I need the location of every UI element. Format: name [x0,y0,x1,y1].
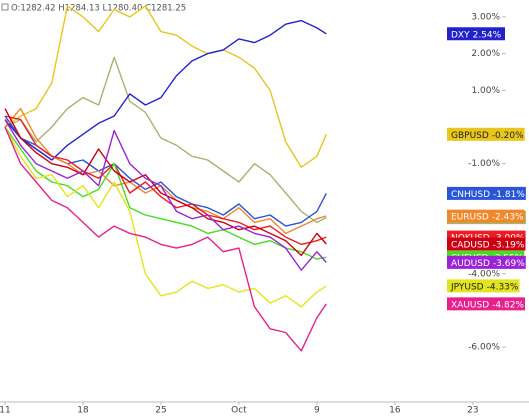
series-line [4,56,327,224]
ohlc-header: O:1282.42 H1284.13 L1280.40 C1281.25 [11,4,186,14]
legend-tag: CNHUSD -1.81% [447,186,526,200]
legend-tag-text: EURUSD -2.43% [451,212,524,222]
series-line [4,108,327,257]
legend-name: AUDUSD [451,258,490,268]
legend-tag-text: GBPUSD -0.20% [451,130,524,140]
legend-value: -4.82% [492,300,524,310]
y-tick-label: 1.00% [471,86,500,96]
x-tick-label: 18 [77,406,89,416]
legend-tag: DXY 2.54% [447,27,505,41]
legend-name: EURUSD [451,212,489,222]
series-line [4,5,327,168]
legend-tag: EURUSD -2.43% [447,209,525,223]
legend-value: 2.54% [473,30,502,40]
legend-tag: GBPUSD -0.20% [447,127,525,141]
legend-tag-text: DXY 2.54% [451,30,502,40]
legend-value: -3.19% [493,240,525,250]
legend-name: CNHUSD [451,189,490,199]
legend-value: -4.33% [487,282,519,292]
legend-tag-text: CNHUSD -1.81% [451,189,525,199]
x-tick-label: 23 [467,406,478,416]
legend-tag-box [447,186,526,200]
legend-tag: AUDUSD -3.69% [447,255,526,269]
series-line [4,119,327,271]
series-line [4,107,327,235]
legend-tag: XAUUSD -4.82% [447,297,525,311]
legend-name: CADUSD [451,240,490,250]
legend-tag-box [447,237,526,251]
legend-name: DXY [451,30,470,40]
y-tick-label: 2.00% [471,49,500,59]
series-line [4,126,327,308]
series-line [4,19,327,161]
y-tick-label: 3.00% [471,12,500,22]
legend-tag: JPYUSD -4.33% [447,279,520,293]
x-tick-label: Oct [231,406,247,416]
x-tick-label: 11 [0,406,11,416]
legend-tag-box [447,127,525,141]
x-tick-label: 9 [314,406,320,416]
legend-tag-text: XAUUSD -4.82% [451,300,524,310]
x-tick-label: 25 [155,406,166,416]
series-line [4,115,327,246]
legend-tag-box [447,209,525,223]
legend-tag-box [447,279,520,293]
legend-value: -0.20% [492,130,524,140]
legend-tag-text: JPYUSD -4.33% [450,282,519,292]
y-tick-label: -1.00% [468,159,500,169]
legend-tag: CADUSD -3.19% [447,237,526,251]
legend-name: XAUUSD [451,300,489,310]
legend-tag-box [447,297,525,311]
legend-value: -2.43% [492,212,524,222]
y-tick-label: -6.00% [468,343,500,353]
legend-tag-text: AUDUSD -3.69% [451,258,525,268]
x-tick-label: 16 [389,406,401,416]
legend-value: -3.69% [493,258,525,268]
series-line [4,126,327,260]
header-icon [1,3,9,11]
series-line [4,126,327,352]
legend-tag-box [447,255,526,269]
legend-tag-text: CADUSD -3.19% [451,240,525,250]
legend-name: JPYUSD [450,282,484,292]
legend-name: GBPUSD [451,130,489,140]
legend-tag-box [447,27,505,41]
legend-value: -1.81% [493,189,525,199]
y-tick-label: -4.00% [468,269,500,279]
